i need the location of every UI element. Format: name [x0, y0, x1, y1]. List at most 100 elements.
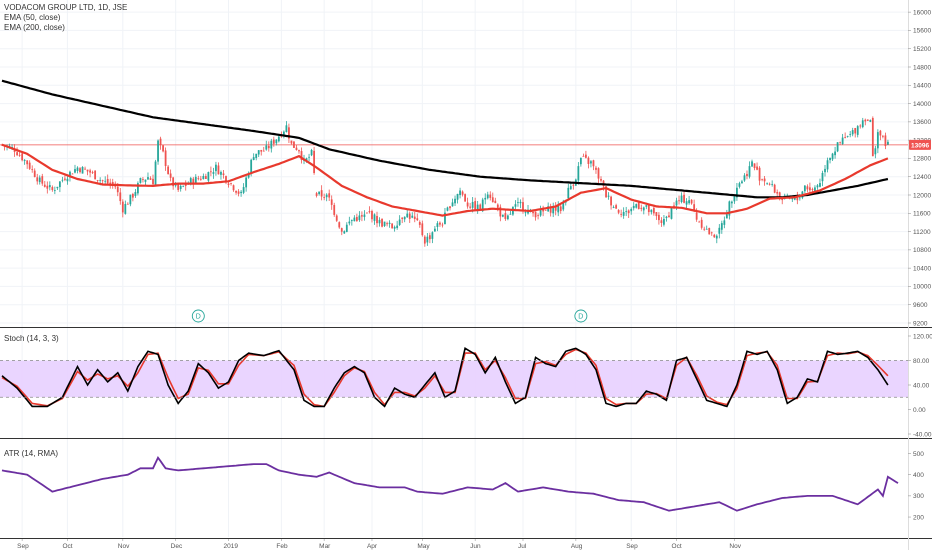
- chart-legend: VODACOM GROUP LTD, 1D, JSE EMA (50, clos…: [4, 3, 127, 33]
- y-tick-label: 11200: [913, 229, 931, 236]
- candle-body: [212, 172, 215, 174]
- symbol-title[interactable]: VODACOM GROUP LTD, 1D, JSE: [4, 3, 128, 12]
- dividend-marker[interactable]: [191, 309, 205, 323]
- candle-body: [809, 187, 811, 191]
- last-price-label: 13096: [909, 139, 931, 150]
- candle-body: [267, 145, 270, 149]
- candle-body: [363, 214, 366, 217]
- x-tick-label: Oct: [672, 543, 682, 550]
- y-tick-label: 120.00: [913, 333, 932, 340]
- candle-body: [262, 150, 265, 152]
- candle-body: [836, 142, 839, 152]
- candle-body: [771, 184, 774, 185]
- candle-body: [288, 127, 290, 139]
- x-tick-label: Aug: [571, 543, 583, 550]
- candle-body: [247, 173, 250, 178]
- candle-body: [217, 165, 220, 175]
- candle-body: [534, 211, 537, 218]
- y-tick-label: 14800: [913, 64, 931, 71]
- candle-body: [71, 173, 74, 175]
- candle-body: [265, 145, 268, 150]
- candle-body: [559, 206, 562, 212]
- candle-body: [824, 168, 826, 173]
- candle-body: [612, 207, 615, 208]
- candle-body: [869, 119, 872, 122]
- candle-body: [655, 212, 658, 217]
- candle-body: [220, 171, 222, 175]
- candle-body: [831, 153, 834, 160]
- dividend-label: D: [578, 314, 583, 321]
- candle-body: [66, 178, 69, 182]
- candle-body: [74, 169, 76, 173]
- time-scale[interactable]: Sep Oct Nov Dec 2019 Feb Mar Apr May Jun Jul Aug Sep…: [17, 539, 742, 550]
- candle-body: [736, 187, 738, 198]
- candle-body: [776, 192, 779, 194]
- candle-body: [172, 177, 175, 187]
- candle-body: [194, 176, 197, 184]
- candle-body: [383, 221, 386, 226]
- ema50-legend[interactable]: EMA (50, close): [4, 13, 61, 22]
- stoch-d-line: [1, 348, 889, 408]
- candle-body: [806, 186, 809, 190]
- candle-body: [652, 207, 655, 214]
- candle-body: [109, 182, 112, 185]
- candle-body: [144, 179, 147, 182]
- candle-body: [310, 150, 313, 156]
- candle-body: [746, 173, 748, 177]
- candle-body: [698, 221, 701, 223]
- candle-body: [630, 208, 633, 212]
- candle-body: [449, 206, 451, 209]
- x-tick-label: Sep: [626, 543, 638, 550]
- candle-body: [668, 215, 670, 218]
- candle-body: [484, 197, 487, 200]
- candle-body: [582, 155, 585, 157]
- candle-body: [637, 202, 640, 209]
- candle-body: [189, 178, 192, 185]
- candle-body: [260, 149, 263, 152]
- candle-body: [94, 170, 97, 180]
- ema200-legend[interactable]: EMA (200, close): [4, 23, 65, 32]
- candle-body: [426, 236, 429, 243]
- candle-body: [131, 193, 134, 198]
- candle-body: [715, 235, 718, 239]
- candle-body: [791, 198, 794, 200]
- candle-body: [31, 169, 34, 171]
- candle-body: [320, 190, 323, 197]
- candle-body: [215, 164, 217, 172]
- candle-body: [819, 183, 821, 187]
- candle-body: [373, 214, 376, 221]
- candle-body: [803, 185, 806, 192]
- candle-body: [663, 218, 665, 225]
- candle-body: [358, 215, 361, 221]
- candle-body: [16, 152, 19, 156]
- candle-body: [371, 210, 373, 220]
- candle-body: [46, 185, 49, 189]
- candle-body: [640, 207, 643, 209]
- y-tick-label: 500: [913, 451, 924, 458]
- candle-body: [323, 197, 326, 198]
- candle-body: [627, 210, 630, 214]
- y-tick-label: 10000: [913, 284, 931, 291]
- candle-body: [416, 218, 419, 221]
- atr-panel[interactable]: ATR (14, RMA): [1, 449, 899, 512]
- candle-body: [53, 190, 56, 191]
- candle-body: [479, 204, 482, 210]
- candle-body: [366, 212, 368, 214]
- candle-body: [21, 153, 24, 161]
- dividend-marker[interactable]: [574, 309, 588, 323]
- candle-body: [225, 176, 227, 183]
- candle-body: [101, 180, 104, 182]
- candle-body: [308, 156, 310, 158]
- candle-body: [353, 217, 356, 222]
- candle-body: [678, 200, 680, 202]
- price-scale[interactable]: 9200 9600 10000 10400 10800 11200 11600 12000 12…: [908, 9, 932, 521]
- candle-body: [227, 183, 230, 185]
- stochastic-panel[interactable]: Stoch (14, 3, 3): [0, 334, 908, 408]
- candle-body: [474, 201, 477, 211]
- candle-body: [459, 190, 461, 196]
- candle-body: [300, 151, 303, 161]
- candle-body: [504, 213, 507, 219]
